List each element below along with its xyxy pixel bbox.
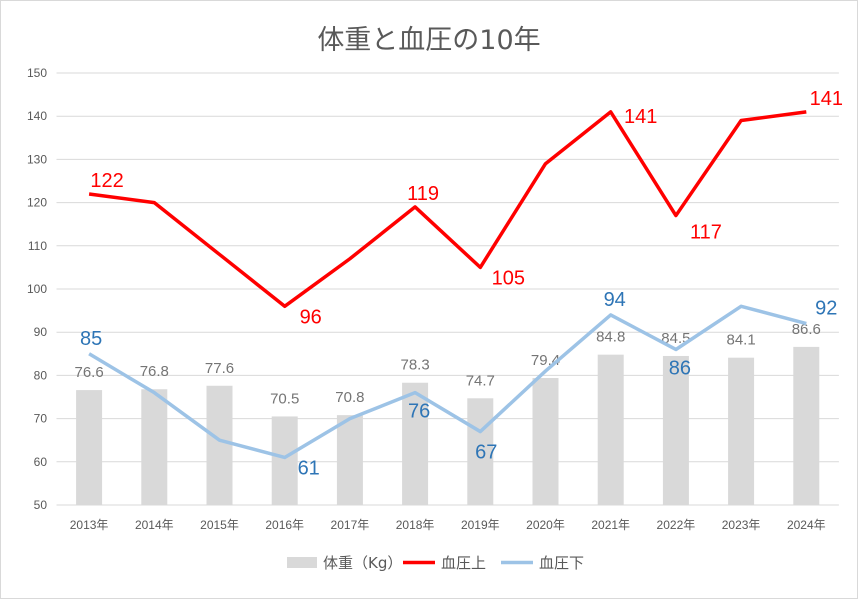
y-tick-label: 120 xyxy=(27,196,47,210)
x-tick-label: 2023年 xyxy=(722,518,761,532)
line-data-label: 122 xyxy=(90,170,123,192)
bar-weight xyxy=(76,390,103,505)
legend-label: 血圧下 xyxy=(539,554,584,572)
bar-weight xyxy=(206,385,233,505)
x-tick-label: 2020年 xyxy=(526,518,565,532)
bar-weight xyxy=(141,389,168,505)
bar-data-label: 76.6 xyxy=(74,364,103,381)
y-tick-label: 140 xyxy=(27,109,47,123)
x-tick-label: 2016年 xyxy=(265,518,304,532)
chart-title: 体重と血圧の10年 xyxy=(317,25,540,56)
line-data-label: 141 xyxy=(624,106,657,128)
y-tick-label: 70 xyxy=(34,412,48,426)
bar-data-label: 78.3 xyxy=(400,357,429,374)
bar-weight xyxy=(597,354,624,505)
line-data-label: 76 xyxy=(408,401,430,423)
bar-weight xyxy=(793,346,820,505)
bar-data-label: 86.6 xyxy=(792,321,821,338)
line-data-label: 117 xyxy=(690,222,722,244)
bar-data-label: 84.8 xyxy=(596,329,625,346)
x-tick-label: 2017年 xyxy=(331,518,370,532)
x-tick-label: 2019年 xyxy=(461,518,500,532)
line-data-label: 61 xyxy=(298,457,320,479)
y-tick-label: 150 xyxy=(27,66,47,80)
bar-data-label: 70.8 xyxy=(335,389,364,406)
x-tick-label: 2015年 xyxy=(200,518,239,532)
x-tick-label: 2018年 xyxy=(396,518,435,532)
y-tick-label: 110 xyxy=(28,239,47,253)
line-data-label: 105 xyxy=(492,267,525,289)
x-tick-label: 2021年 xyxy=(591,518,630,532)
y-tick-label: 90 xyxy=(34,325,48,339)
bar-weight xyxy=(662,355,689,505)
legend-swatch-weight xyxy=(287,557,317,568)
y-tick-label: 50 xyxy=(34,498,48,512)
bar-data-label: 76.8 xyxy=(140,363,169,380)
x-tick-label: 2022年 xyxy=(657,518,696,532)
line-data-label: 92 xyxy=(815,298,837,320)
y-tick-label: 130 xyxy=(27,152,47,166)
bar-data-label: 84.1 xyxy=(726,332,755,349)
y-tick-label: 60 xyxy=(34,455,48,469)
bar-weight xyxy=(532,377,559,505)
x-tick-label: 2013年 xyxy=(70,518,109,532)
line-data-label: 141 xyxy=(810,88,843,110)
y-tick-label: 80 xyxy=(34,368,48,382)
bar-weight xyxy=(402,382,429,505)
line-data-label: 94 xyxy=(604,289,626,311)
legend-label: 血圧上 xyxy=(441,554,486,572)
bar-data-label: 77.6 xyxy=(205,360,234,377)
line-data-label: 86 xyxy=(669,357,691,379)
bar-weight xyxy=(728,357,755,505)
line-bp-upper xyxy=(88,110,807,309)
bar-weight xyxy=(336,415,363,505)
bar-data-label: 74.7 xyxy=(466,372,495,389)
bar-weight xyxy=(271,416,298,505)
line-data-label: 85 xyxy=(80,328,102,350)
x-tick-label: 2024年 xyxy=(787,518,826,532)
line-bp-lower xyxy=(88,304,807,460)
bar-weight xyxy=(467,398,494,505)
line-data-label: 96 xyxy=(300,306,322,328)
line-data-label: 67 xyxy=(475,442,497,464)
bar-data-label: 70.5 xyxy=(270,390,299,407)
y-tick-label: 100 xyxy=(27,282,47,296)
legend-label: 体重（Kg） xyxy=(323,554,402,572)
line-data-label: 119 xyxy=(407,183,439,205)
x-tick-label: 2014年 xyxy=(135,518,174,532)
